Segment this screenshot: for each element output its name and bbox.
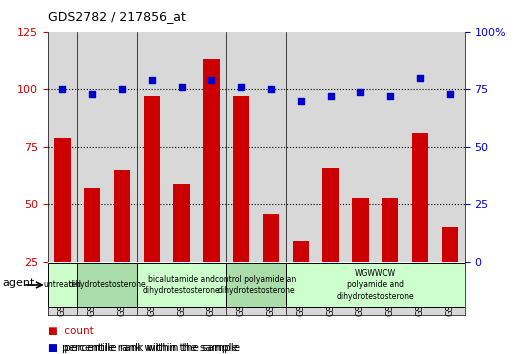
Point: [386, 93, 394, 99]
Bar: [263, 214, 279, 262]
Bar: [382, 198, 398, 262]
Text: GSM187372: GSM187372: [147, 265, 156, 316]
Text: untreated: untreated: [43, 280, 81, 290]
Text: GSM187370: GSM187370: [88, 265, 97, 316]
Text: ■  percentile rank within the sample: ■ percentile rank within the sample: [48, 343, 240, 353]
Text: GSM187378: GSM187378: [326, 265, 335, 316]
Bar: [84, 188, 100, 262]
Bar: [137, 263, 227, 307]
Bar: [114, 170, 130, 262]
Text: GSM187369: GSM187369: [58, 265, 67, 316]
Bar: [77, 263, 137, 307]
Point: [148, 78, 156, 83]
Text: GSM187380: GSM187380: [385, 265, 394, 316]
Point: [297, 98, 305, 104]
Point: [58, 86, 67, 92]
Point: [118, 86, 126, 92]
Text: GSM187377: GSM187377: [296, 265, 305, 316]
Text: GSM187375: GSM187375: [237, 265, 246, 316]
Bar: [203, 59, 220, 262]
Text: dihydrotestosterone: dihydrotestosterone: [68, 280, 146, 290]
Point: [207, 78, 215, 83]
Point: [356, 89, 364, 95]
Bar: [227, 263, 286, 307]
Text: GDS2782 / 217856_at: GDS2782 / 217856_at: [48, 10, 185, 23]
Text: GSM187382: GSM187382: [445, 265, 454, 316]
Text: ■: ■: [48, 343, 57, 353]
Text: ■  count: ■ count: [48, 326, 93, 336]
Point: [326, 93, 335, 99]
Text: GSM187371: GSM187371: [118, 265, 127, 316]
Text: agent: agent: [3, 278, 35, 288]
Bar: [352, 198, 369, 262]
Bar: [323, 168, 339, 262]
Text: GSM187379: GSM187379: [356, 265, 365, 316]
Point: [416, 75, 424, 81]
Bar: [48, 263, 77, 307]
Text: GSM187381: GSM187381: [416, 265, 425, 316]
Bar: [441, 227, 458, 262]
Bar: [54, 138, 71, 262]
Bar: [293, 241, 309, 262]
Point: [237, 84, 246, 90]
Bar: [412, 133, 428, 262]
Text: GSM187374: GSM187374: [207, 265, 216, 316]
Bar: [173, 184, 190, 262]
Text: bicalutamide and
dihydrotestosterone: bicalutamide and dihydrotestosterone: [143, 275, 220, 295]
Point: [267, 86, 275, 92]
Bar: [286, 263, 465, 307]
Text: GSM187373: GSM187373: [177, 265, 186, 316]
Text: GSM187376: GSM187376: [267, 265, 276, 316]
Text: percentile rank within the sample: percentile rank within the sample: [62, 343, 238, 353]
Point: [88, 91, 97, 97]
Text: WGWWCW
polyamide and
dihydrotestosterone: WGWWCW polyamide and dihydrotestosterone: [336, 269, 414, 301]
Point: [446, 91, 454, 97]
Text: control polyamide an
dihydrotestosterone: control polyamide an dihydrotestosterone: [215, 275, 297, 295]
Point: [177, 84, 186, 90]
Bar: [144, 96, 160, 262]
Bar: [233, 96, 249, 262]
